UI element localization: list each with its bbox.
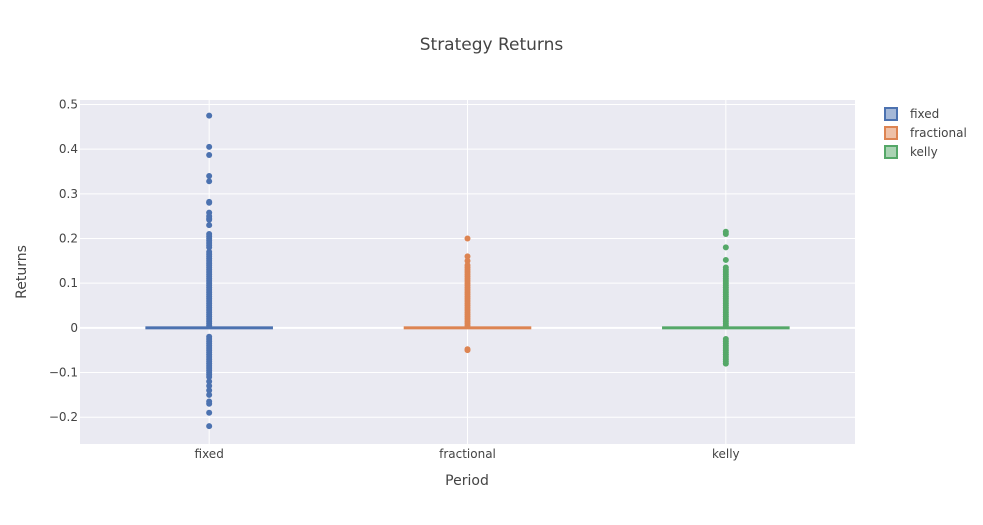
outlier-point: [206, 400, 213, 407]
x-axis-label: Period: [445, 473, 489, 489]
legend-label: fractional: [910, 126, 967, 140]
y-axis-ticks: −0.2 −0.1 0 0.1 0.2 0.3 0.4 0.5: [49, 97, 78, 424]
box-fixed[interactable]: [145, 112, 273, 430]
outlier-point: [464, 253, 471, 260]
outlier-point: [206, 199, 213, 206]
outlier-point: [206, 178, 213, 185]
chart-title: Strategy Returns: [420, 35, 564, 55]
x-tick-label: kelly: [712, 447, 740, 461]
outlier-point: [206, 423, 213, 430]
outlier-point: [206, 244, 213, 251]
legend-label: kelly: [910, 145, 938, 159]
outlier-point: [206, 112, 213, 119]
outlier-point: [206, 409, 213, 416]
outlier-point: [206, 373, 213, 380]
box-traces[interactable]: [145, 112, 790, 430]
outlier-point: [206, 172, 213, 179]
outlier-point: [464, 235, 471, 242]
y-tick-label: 0.1: [59, 276, 78, 290]
outlier-point: [722, 322, 729, 329]
legend-item-fixed[interactable]: fixed: [884, 107, 939, 121]
y-tick-label: 0.2: [59, 231, 78, 245]
x-tick-label: fractional: [439, 447, 496, 461]
y-tick-label: 0: [70, 321, 78, 335]
legend-label: fixed: [910, 107, 939, 121]
y-tick-label: −0.2: [49, 410, 78, 424]
outlier-point: [722, 244, 729, 251]
outlier-point: [206, 387, 213, 394]
y-tick-label: 0.3: [59, 187, 78, 201]
x-tick-label: fixed: [195, 447, 224, 461]
outlier-point: [722, 360, 729, 367]
legend-item-fractional[interactable]: fractional: [884, 126, 967, 140]
outlier-point: [464, 322, 471, 329]
outlier-point: [206, 391, 213, 398]
outlier-point: [206, 143, 213, 150]
y-axis-label: Returns: [14, 245, 30, 299]
x-axis-ticks: fixed fractional kelly: [195, 447, 740, 461]
outlier-point: [206, 216, 213, 223]
outlier-point: [206, 151, 213, 158]
legend-swatch: [884, 126, 898, 140]
outlier-point: [722, 231, 729, 238]
legend-item-kelly[interactable]: kelly: [884, 145, 938, 159]
y-tick-label: −0.1: [49, 366, 78, 380]
legend[interactable]: fixed fractional kelly: [884, 107, 967, 159]
outlier-point: [206, 378, 213, 385]
y-tick-label: 0.5: [59, 97, 78, 111]
outlier-point: [464, 257, 471, 264]
box-fractional[interactable]: [403, 235, 532, 354]
legend-swatch: [884, 107, 898, 121]
outlier-point: [722, 256, 729, 263]
outlier-point: [464, 347, 471, 354]
y-tick-label: 0.4: [59, 142, 78, 156]
outlier-point: [206, 382, 213, 389]
box-kelly[interactable]: [662, 228, 790, 367]
outlier-point: [206, 222, 213, 229]
legend-swatch: [884, 145, 898, 159]
outlier-point: [206, 322, 213, 329]
